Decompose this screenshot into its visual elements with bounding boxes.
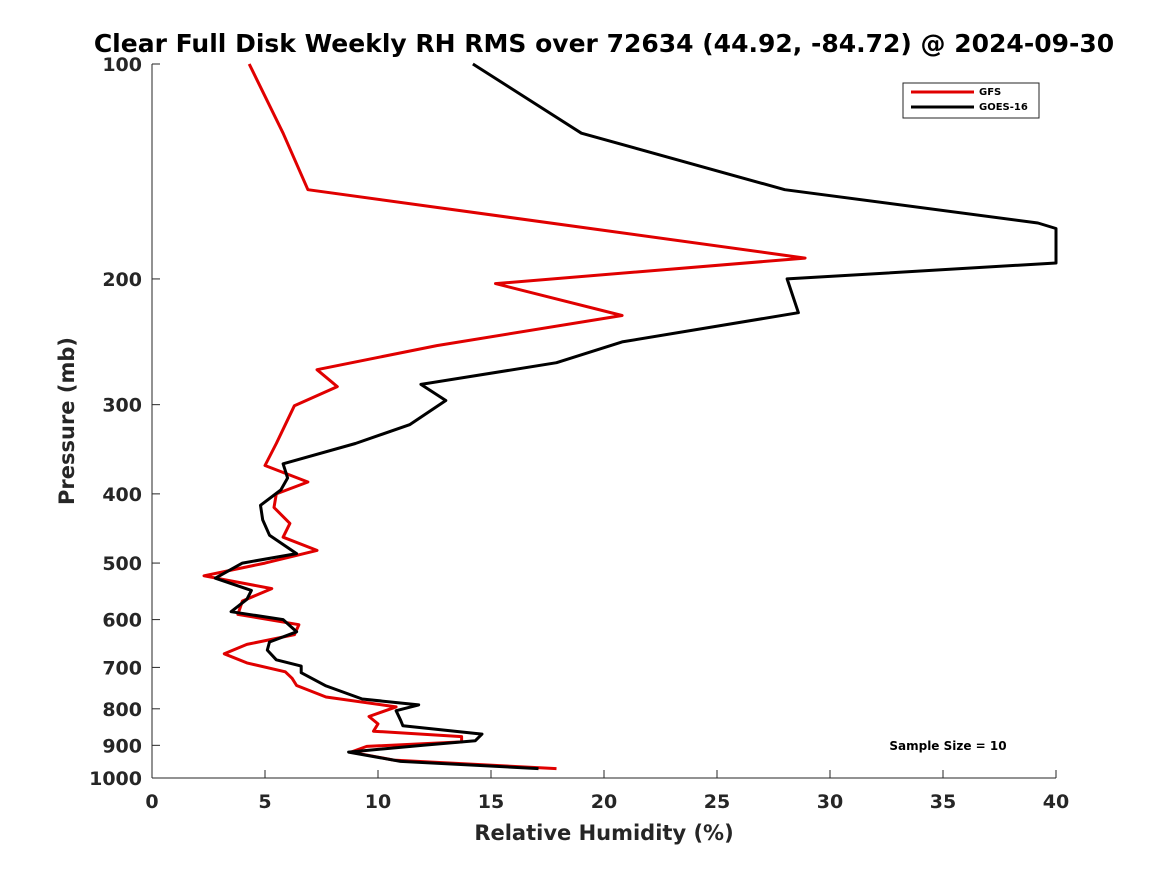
legend-label-gfs: GFS xyxy=(979,87,1001,98)
series-lines xyxy=(202,62,1058,771)
y-tick-label: 1000 xyxy=(89,768,142,790)
x-tick-label: 0 xyxy=(145,791,158,813)
legend-box xyxy=(902,82,1040,119)
y-axis-label: Pressure (mb) xyxy=(55,337,79,505)
y-tick-label: 200 xyxy=(102,269,142,291)
y-tick-label: 700 xyxy=(102,657,142,679)
x-tick-label: 20 xyxy=(591,791,617,813)
x-tick-label: 30 xyxy=(817,791,843,813)
y-tick-label: 500 xyxy=(102,553,142,575)
legend: GFS GOES-16 xyxy=(902,82,1040,119)
y-tick-label: 600 xyxy=(102,610,142,632)
y-tick-label: 400 xyxy=(102,484,142,506)
x-axis-label: Relative Humidity (%) xyxy=(474,821,733,845)
x-tick-label: 10 xyxy=(365,791,391,813)
plot-axes xyxy=(152,64,1056,778)
series-line-gfs xyxy=(202,63,807,771)
x-tick-label: 40 xyxy=(1043,791,1069,813)
y-axis-ticks: 100 200 300 400 500 600 700 800 900 1000 xyxy=(89,54,160,790)
x-axis-ticks: 0 5 10 15 20 25 30 35 40 xyxy=(145,770,1069,813)
legend-label-goes16: GOES-16 xyxy=(979,102,1028,113)
x-tick-label: 15 xyxy=(478,791,504,813)
y-tick-label: 300 xyxy=(102,395,142,417)
plot-area xyxy=(152,64,1056,778)
y-tick-label: 800 xyxy=(102,699,142,721)
y-tick-label: 900 xyxy=(102,735,142,757)
y-tick-label: 100 xyxy=(102,54,142,76)
series-line-goes16 xyxy=(213,62,1058,771)
chart-title: Clear Full Disk Weekly RH RMS over 72634… xyxy=(94,29,1114,58)
x-tick-label: 25 xyxy=(704,791,730,813)
x-tick-label: 35 xyxy=(930,791,956,813)
x-tick-label: 5 xyxy=(258,791,271,813)
sample-size-annotation: Sample Size = 10 xyxy=(889,739,1006,753)
